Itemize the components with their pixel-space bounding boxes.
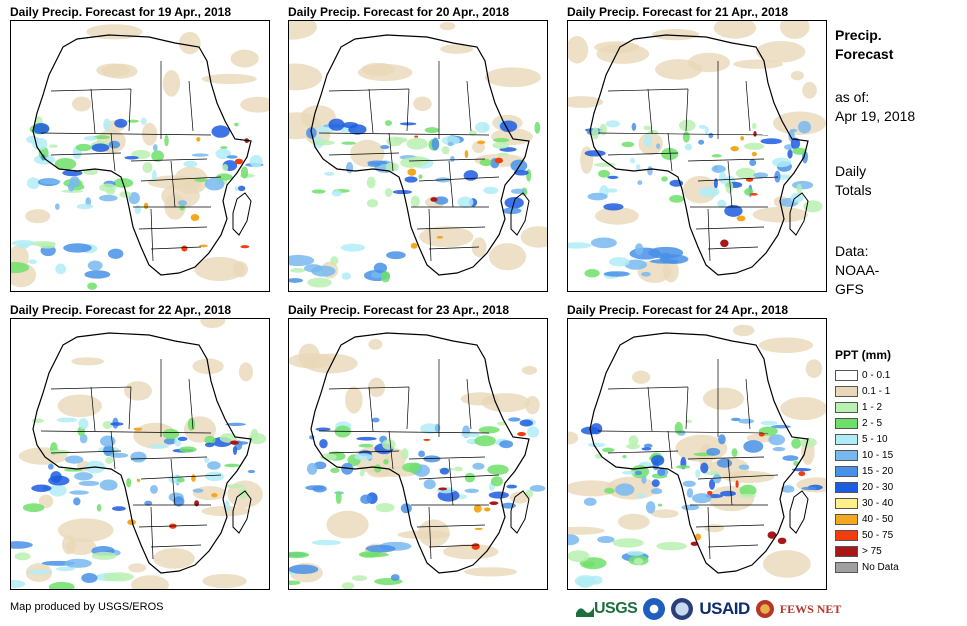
legend-swatch <box>835 417 858 429</box>
legend-swatch <box>835 385 858 397</box>
legend-label: 15 - 20 <box>862 465 894 477</box>
legend-label: No Data <box>862 561 899 573</box>
map-21-apr <box>567 20 827 292</box>
usgs-logo: USGS <box>576 600 638 618</box>
legend: 0 - 0.1 0.1 - 1 1 - 2 2 - 5 5 - 10 10 - 15 15 … <box>835 367 899 575</box>
usaid-logo: USAID <box>699 599 750 618</box>
legend-item: 5 - 10 <box>835 431 899 447</box>
legend-item: 15 - 20 <box>835 463 899 479</box>
legend-swatch <box>835 513 858 525</box>
side-title: Precip. Forecast <box>835 27 894 62</box>
map-24-apr <box>567 318 827 590</box>
legend-swatch <box>835 465 858 477</box>
legend-label: 20 - 30 <box>862 481 894 493</box>
map-20-apr <box>288 20 548 292</box>
legend-item: 10 - 15 <box>835 447 899 463</box>
legend-swatch <box>835 401 858 413</box>
legend-item: 0.1 - 1 <box>835 383 899 399</box>
legend-label: 0 - 0.1 <box>862 369 891 381</box>
doi-seal-logo <box>671 598 694 620</box>
legend-item: 0 - 0.1 <box>835 367 899 383</box>
panel-title-20-apr: Daily Precip. Forecast for 20 Apr., 2018 <box>288 5 509 19</box>
legend-label: > 75 <box>862 545 882 557</box>
totals-text: Daily Totals <box>835 163 872 198</box>
legend-item: 1 - 2 <box>835 399 899 415</box>
panel-title-22-apr: Daily Precip. Forecast for 22 Apr., 2018 <box>10 303 231 317</box>
panel-title-21-apr: Daily Precip. Forecast for 21 Apr., 2018 <box>567 5 788 19</box>
legend-swatch <box>835 369 858 381</box>
as-of-text: as of: Apr 19, 2018 <box>835 89 916 124</box>
fews-globe-icon <box>755 600 774 618</box>
legend-swatch <box>835 497 858 509</box>
legend-swatch <box>835 449 858 461</box>
legend-item: No Data <box>835 559 899 575</box>
partner-logos: USGS USAID FEWS NET <box>576 596 841 622</box>
legend-swatch <box>835 561 858 573</box>
legend-item: 20 - 30 <box>835 479 899 495</box>
panel-title-24-apr: Daily Precip. Forecast for 24 Apr., 2018 <box>567 303 788 317</box>
map-23-apr <box>288 318 548 590</box>
data-source-text: Data: NOAA- GFS <box>835 243 880 297</box>
legend-swatch <box>835 481 858 493</box>
map-19-apr <box>10 20 270 292</box>
legend-item: > 75 <box>835 543 899 559</box>
noaa-logo <box>643 598 666 620</box>
panel-title-19-apr: Daily Precip. Forecast for 19 Apr., 2018 <box>10 5 231 19</box>
legend-label: 50 - 75 <box>862 529 894 541</box>
panel-title-23-apr: Daily Precip. Forecast for 23 Apr., 2018 <box>288 303 509 317</box>
legend-title: PPT (mm) <box>835 348 892 362</box>
legend-swatch <box>835 529 858 541</box>
legend-label: 10 - 15 <box>862 449 894 461</box>
fews-net-logo: FEWS NET <box>779 601 842 616</box>
legend-item: 30 - 40 <box>835 495 899 511</box>
legend-swatch <box>835 433 858 445</box>
legend-label: 40 - 50 <box>862 513 894 525</box>
legend-label: 1 - 2 <box>862 401 883 413</box>
legend-label: 5 - 10 <box>862 433 888 445</box>
legend-label: 0.1 - 1 <box>862 385 891 397</box>
map-22-apr <box>10 318 270 590</box>
legend-item: 40 - 50 <box>835 511 899 527</box>
legend-swatch <box>835 545 858 557</box>
credit-text: Map produced by USGS/EROS <box>10 601 164 613</box>
legend-label: 30 - 40 <box>862 497 894 509</box>
legend-item: 2 - 5 <box>835 415 899 431</box>
legend-item: 50 - 75 <box>835 527 899 543</box>
legend-label: 2 - 5 <box>862 417 883 429</box>
